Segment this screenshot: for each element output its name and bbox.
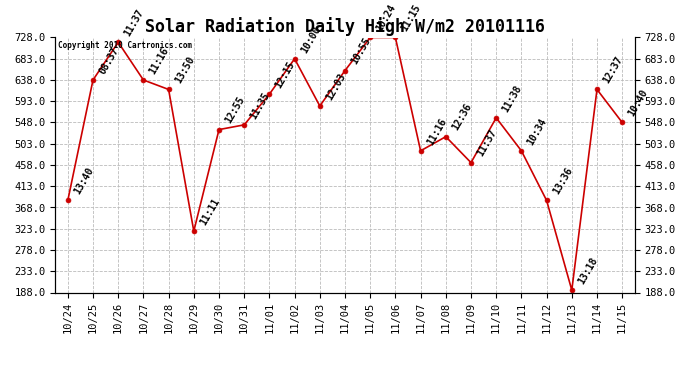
Text: 13:18: 13:18 bbox=[576, 255, 600, 286]
Text: 11:16: 11:16 bbox=[148, 45, 171, 76]
Text: Copyright 2010 Cartronics.com: Copyright 2010 Cartronics.com bbox=[58, 41, 193, 50]
Text: 13:36: 13:36 bbox=[551, 166, 574, 196]
Text: 11:11: 11:11 bbox=[198, 196, 221, 227]
Text: 11:35: 11:35 bbox=[248, 90, 272, 121]
Text: 11:38: 11:38 bbox=[500, 83, 524, 114]
Text: 10:24: 10:24 bbox=[375, 3, 397, 33]
Text: 08:37: 08:37 bbox=[97, 45, 121, 76]
Text: 13:40: 13:40 bbox=[72, 166, 95, 196]
Text: 12:36: 12:36 bbox=[450, 102, 473, 132]
Text: 11:15: 11:15 bbox=[400, 3, 423, 33]
Text: 12:55: 12:55 bbox=[223, 95, 246, 125]
Text: 10:34: 10:34 bbox=[526, 116, 549, 147]
Title: Solar Radiation Daily High W/m2 20101116: Solar Radiation Daily High W/m2 20101116 bbox=[145, 17, 545, 36]
Text: 11:37: 11:37 bbox=[122, 8, 146, 38]
Text: 10:40: 10:40 bbox=[627, 88, 650, 118]
Text: 10:55: 10:55 bbox=[349, 36, 373, 66]
Text: 13:50: 13:50 bbox=[172, 55, 196, 85]
Text: 10:00: 10:00 bbox=[299, 24, 322, 55]
Text: 12:37: 12:37 bbox=[601, 55, 624, 85]
Text: 11:16: 11:16 bbox=[425, 116, 448, 147]
Text: 12:03: 12:03 bbox=[324, 71, 347, 102]
Text: 11:37: 11:37 bbox=[475, 128, 498, 159]
Text: 12:15: 12:15 bbox=[273, 60, 297, 90]
